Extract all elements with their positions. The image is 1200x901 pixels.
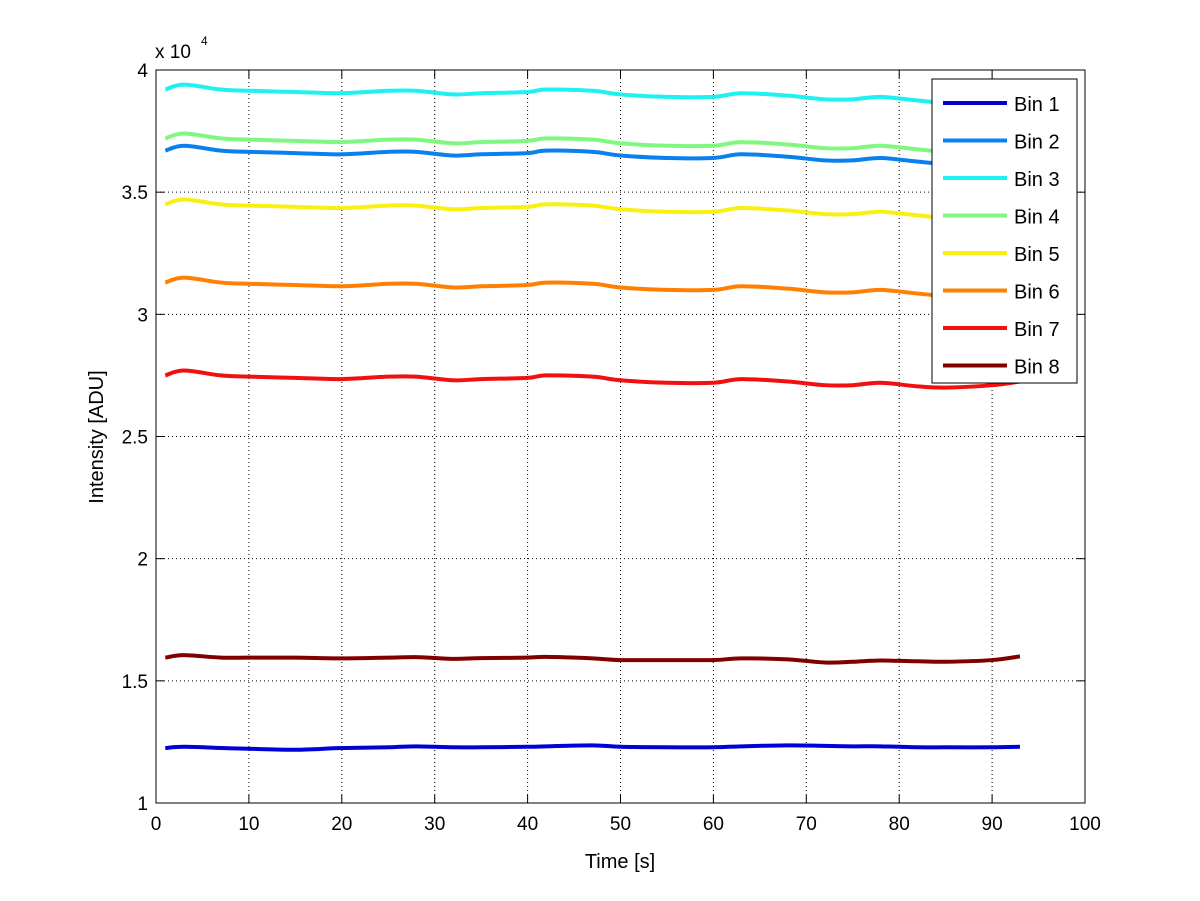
x-tick-label: 80: [889, 814, 910, 835]
x-tick-label: 100: [1069, 814, 1101, 835]
legend-label: Bin 3: [1014, 169, 1060, 191]
x-tick-label: 90: [982, 814, 1003, 835]
x-tick-label: 20: [331, 814, 352, 835]
y-ticks: 1 1.5 2 2.5 3 3.5 4: [122, 61, 1085, 815]
x-tick-label: 50: [610, 814, 631, 835]
series-line-bin-1: [165, 743, 1021, 752]
y-tick-label: 3.5: [122, 183, 148, 204]
y-exponent-label: x 10: [155, 42, 191, 63]
series-line-bin-7: [164, 368, 1021, 390]
series-line-bin-8: [164, 653, 1021, 665]
legend-label: Bin 8: [1014, 357, 1060, 379]
x-tick-label: 70: [796, 814, 817, 835]
legend-box: [931, 78, 1078, 384]
y-tick-label: 2.5: [122, 428, 148, 449]
x-tick-label: 10: [238, 814, 259, 835]
series-line-bin-5: [164, 197, 1021, 222]
y-axis-label: Intensity [ADU]: [86, 370, 108, 503]
legend-label: Bin 4: [1014, 207, 1060, 229]
legend: Bin 1 Bin 2 Bin 3 Bin 4 Bin 5 Bin 6 Bin 7 Bin 8: [931, 78, 1078, 384]
legend-label: Bin 2: [1014, 132, 1060, 154]
series-lines: [164, 82, 1021, 752]
x-tick-label: 40: [517, 814, 538, 835]
series-line-bin-4: [164, 131, 1021, 156]
y-tick-label: 1.5: [122, 672, 148, 693]
y-tick-label: 1: [137, 794, 148, 815]
x-tick-label: 0: [151, 814, 162, 835]
legend-label: Bin 7: [1014, 319, 1060, 341]
series-line-bin-2: [164, 143, 1021, 168]
series-line-bin-3: [164, 82, 1021, 107]
legend-label: Bin 1: [1014, 94, 1060, 116]
grid: [156, 70, 1085, 803]
y-tick-label: 2: [137, 550, 148, 571]
legend-label: Bin 6: [1014, 282, 1060, 304]
x-tick-label: 60: [703, 814, 724, 835]
x-ticks: 0 10 20 30 40 50 60 70 80 90 100: [151, 70, 1101, 835]
x-tick-label: 30: [424, 814, 445, 835]
x-axis-label: Time [s]: [585, 851, 655, 873]
series-line-bin-6: [164, 275, 1021, 300]
legend-label: Bin 5: [1014, 244, 1060, 266]
y-tick-label: 3: [137, 305, 148, 326]
y-tick-label: 4: [137, 61, 148, 82]
y-exponent-power: 4: [201, 34, 208, 48]
